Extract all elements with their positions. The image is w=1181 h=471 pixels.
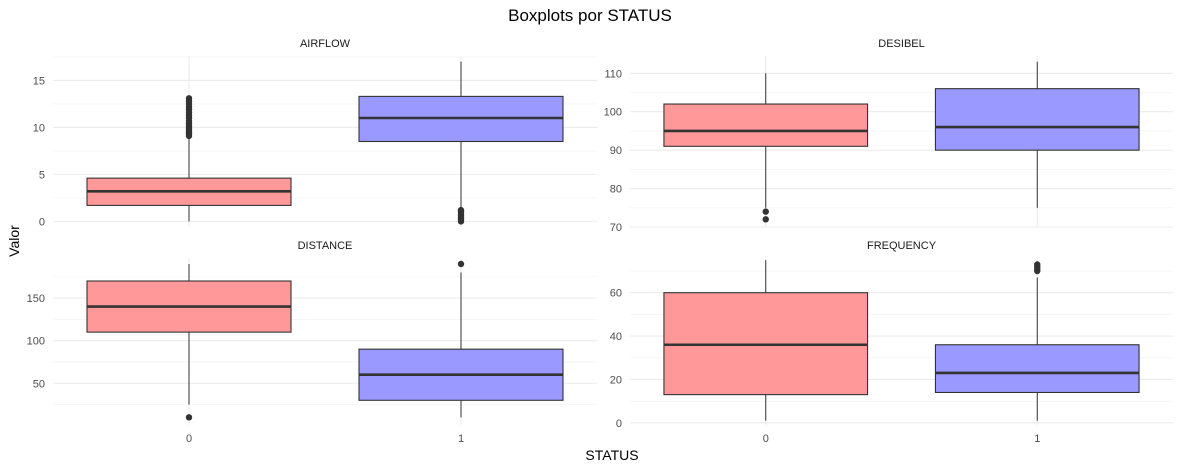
box-status-1 <box>358 61 564 225</box>
panel-strip-label: DISTANCE <box>298 240 353 252</box>
y-tick-label: 5 <box>39 169 45 181</box>
box-iqr <box>663 103 869 147</box>
box-status-0 <box>663 73 869 223</box>
box-status-1 <box>358 260 564 418</box>
outlier-point <box>762 208 769 215</box>
box-status-1 <box>934 61 1140 208</box>
y-tick-label: 150 <box>27 293 45 305</box>
panel-desibel: DESIBEL 70 80 90 100 110 <box>604 38 1173 234</box>
y-tick-label: 20 <box>610 374 622 386</box>
y-tick-label: 0 <box>39 216 45 228</box>
box-status-0 <box>86 263 292 421</box>
box-iqr <box>934 344 1140 394</box>
y-tick-label: 100 <box>27 336 45 348</box>
box-status-0 <box>86 95 292 222</box>
panel-frequency: FREQUENCY 0 20 40 60 0 1 <box>610 240 1173 445</box>
x-tick-label: 0 <box>763 433 769 445</box>
y-tick-label: 80 <box>610 184 622 196</box>
x-tick-label: 1 <box>458 433 464 445</box>
y-tick-label: 40 <box>610 331 622 343</box>
chart-title: Boxplots por STATUS <box>508 6 672 25</box>
panels-group: AIRFLOW051015DESIBEL708090100110DISTANCE… <box>27 38 1173 445</box>
x-tick-label: 1 <box>1034 433 1040 445</box>
outlier-point <box>185 414 193 421</box>
y-tick-label: 100 <box>604 107 622 119</box>
outlier-point <box>457 206 465 214</box>
x-axis-title: STATUS <box>585 447 638 463</box>
box-iqr <box>934 88 1140 151</box>
panel-distance: DISTANCE 50 100 150 0 1 <box>27 240 597 445</box>
y-tick-label: 50 <box>33 378 45 390</box>
panel-strip-label: DESIBEL <box>878 38 924 50</box>
y-tick-label: 0 <box>616 418 622 430</box>
y-tick-label: 10 <box>33 122 45 134</box>
panel-strip-label: FREQUENCY <box>867 240 937 252</box>
outlier-point <box>1034 261 1041 268</box>
x-tick-label: 0 <box>186 433 192 445</box>
outlier-point <box>457 260 465 268</box>
box-status-0 <box>663 260 869 421</box>
panel-airflow: AIRFLOW 0 5 10 15 <box>33 38 597 228</box>
y-tick-label: 15 <box>33 75 45 87</box>
panel-strip-label: AIRFLOW <box>300 38 351 50</box>
outlier-point <box>185 95 193 102</box>
y-tick-label: 60 <box>610 288 622 300</box>
y-axis-title: Valor <box>6 225 22 257</box>
y-tick-label: 70 <box>610 222 622 234</box>
y-tick-label: 110 <box>604 68 622 80</box>
outlier-point <box>762 216 769 223</box>
y-tick-label: 90 <box>610 145 622 157</box>
box-status-1 <box>934 261 1140 421</box>
